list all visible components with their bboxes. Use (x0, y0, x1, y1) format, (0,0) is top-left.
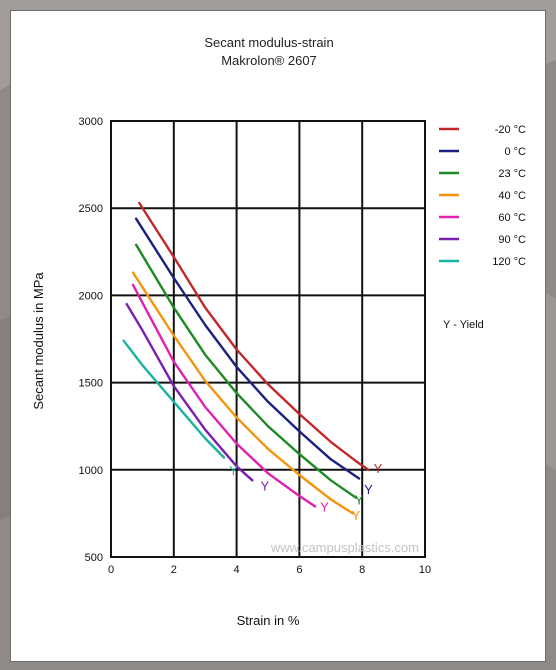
legend-label-1: 0 °C (504, 146, 526, 158)
x-tick-label-2: 4 (234, 564, 240, 576)
y-tick-label-4: 2500 (79, 203, 103, 215)
y-tick-label-5: 3000 (79, 116, 103, 128)
y-axis-label: Secant modulus in MPa (31, 272, 46, 410)
series-line-2 (134, 243, 358, 499)
legend-label-0: -20 °C (495, 124, 526, 136)
x-tick-label-3: 6 (296, 564, 302, 576)
series-line-6 (122, 339, 226, 459)
legend-label-6: 120 °C (492, 256, 526, 268)
yield-marker-4: Y (320, 499, 329, 514)
plot-area (111, 121, 425, 557)
yield-note: Y - Yield (443, 319, 484, 331)
x-tick-label-0: 0 (108, 564, 114, 576)
x-tick-label-1: 2 (171, 564, 177, 576)
series-line-3 (131, 271, 354, 515)
plot-border (110, 120, 426, 558)
yield-marker-5: Y (261, 478, 270, 493)
yield-marker-0: Y (374, 461, 383, 476)
legend-label-5: 90 °C (498, 234, 526, 246)
yield-marker-2: Y (355, 492, 364, 507)
legend-label-4: 60 °C (498, 212, 526, 224)
chart-title: Secant modulus-strain (204, 35, 333, 50)
chart: Secant modulus-strain Makrolon® 2607 www… (31, 35, 526, 628)
legend-label-2: 23 °C (498, 168, 526, 180)
y-tick-label-1: 1000 (79, 465, 103, 477)
yield-marker-6: Y (229, 463, 238, 478)
x-axis-label: Strain in % (237, 613, 300, 628)
chart-card: Secant modulus-strain Makrolon® 2607 www… (10, 10, 546, 662)
x-tick-label-4: 8 (359, 564, 365, 576)
series-line-1 (134, 217, 361, 480)
yield-marker-3: Y (352, 508, 361, 523)
x-axis-ticks: 0 2 4 6 8 10 (108, 564, 431, 576)
series-line-5 (125, 302, 254, 482)
series-line-4 (131, 283, 317, 508)
legend: -20 °C 0 °C 23 °C 40 °C 60 °C 90 °C 120 °C (439, 124, 526, 268)
y-tick-label-0: 500 (85, 552, 103, 564)
yield-marker-1: Y (364, 482, 373, 497)
legend-label-3: 40 °C (498, 190, 526, 202)
chart-subtitle: Makrolon® 2607 (221, 53, 317, 68)
x-tick-label-5: 10 (419, 564, 431, 576)
y-tick-label-3: 2000 (79, 290, 103, 302)
watermark-layer: www.campusplastics.com (270, 540, 419, 555)
y-axis-ticks: 500 1000 1500 2000 2500 3000 (79, 116, 103, 564)
y-tick-label-2: 1500 (79, 378, 103, 390)
series-line-0 (138, 201, 370, 471)
watermark: www.campusplastics.com (270, 540, 419, 555)
